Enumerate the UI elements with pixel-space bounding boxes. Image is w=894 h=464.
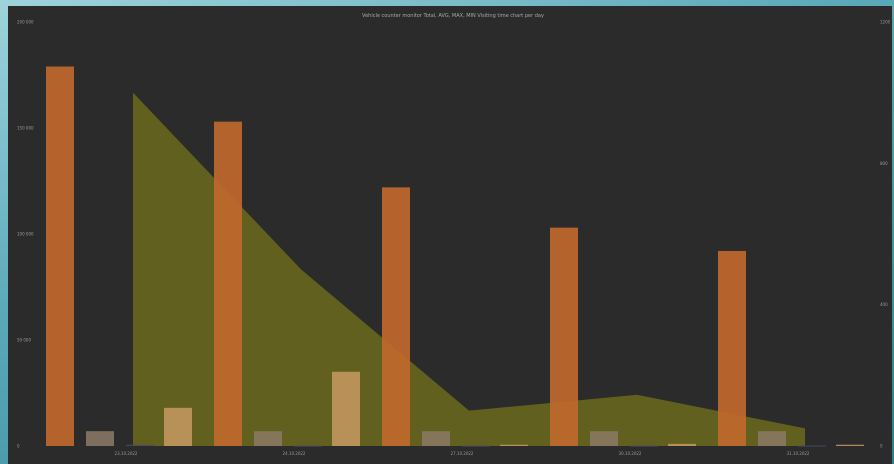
- axis-layer: 0 50 000 100 000 150 000 200 000 0 400 800 1200 2…: [17, 20, 891, 457]
- bar-s1-c0: [86, 431, 114, 446]
- x-tick-label: 30.10.2022: [619, 451, 642, 456]
- chart-canvas: Vehicle counter monitor Total, AVG, MAX,…: [17, 13, 891, 457]
- bar-s2-c3: [630, 445, 658, 447]
- right-tick-label: 0: [880, 444, 883, 449]
- x-tick-label: 24.10.2022: [283, 451, 306, 456]
- left-tick-label: 100 000: [17, 232, 34, 237]
- left-tick-label: 200 000: [17, 20, 34, 25]
- left-tick-label: 150 000: [17, 126, 34, 131]
- bar-s2-c1: [294, 445, 322, 447]
- chart-frame: Vehicle counter monitor Total, AVG, MAX,…: [8, 6, 892, 464]
- bar-s0-c2: [382, 187, 410, 447]
- bar-s3-c4: [836, 444, 864, 446]
- bar-s1-c3: [590, 431, 618, 446]
- chart-title: Vehicle counter monitor Total, AVG, MAX,…: [362, 13, 544, 19]
- bar-s3-c0: [164, 407, 192, 446]
- area-series: [133, 92, 805, 447]
- bar-s0-c0: [46, 66, 74, 446]
- bar-s0-c1: [214, 121, 242, 446]
- bar-s1-c2: [422, 431, 450, 446]
- left-tick-label: 0: [17, 444, 20, 449]
- bar-s3-c3: [668, 443, 696, 446]
- bar-s0-c3: [550, 227, 578, 446]
- bar-s3-c1: [332, 371, 360, 446]
- x-tick-label: 31.10.2022: [787, 451, 810, 456]
- bar-s0-c4: [718, 250, 746, 446]
- area-layer: [133, 92, 805, 447]
- right-tick-label: 1200: [880, 20, 891, 25]
- right-tick-label: 800: [880, 161, 888, 166]
- bar-s2-c0: [126, 444, 154, 446]
- bar-layer: [46, 66, 864, 447]
- right-tick-label: 400: [880, 302, 888, 307]
- x-tick-label: 27.10.2022: [451, 451, 474, 456]
- bar-s2-c2: [462, 445, 490, 447]
- bar-s3-c2: [500, 444, 528, 446]
- bar-s1-c4: [758, 431, 786, 446]
- bar-s1-c1: [254, 431, 282, 446]
- x-tick-label: 23.10.2022: [115, 451, 138, 456]
- left-tick-label: 50 000: [17, 338, 31, 343]
- bar-s2-c4: [798, 445, 826, 447]
